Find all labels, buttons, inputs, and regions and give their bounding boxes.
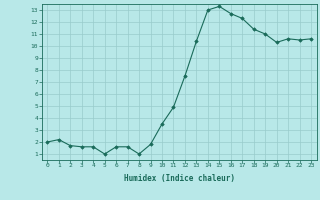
X-axis label: Humidex (Indice chaleur): Humidex (Indice chaleur) bbox=[124, 174, 235, 183]
